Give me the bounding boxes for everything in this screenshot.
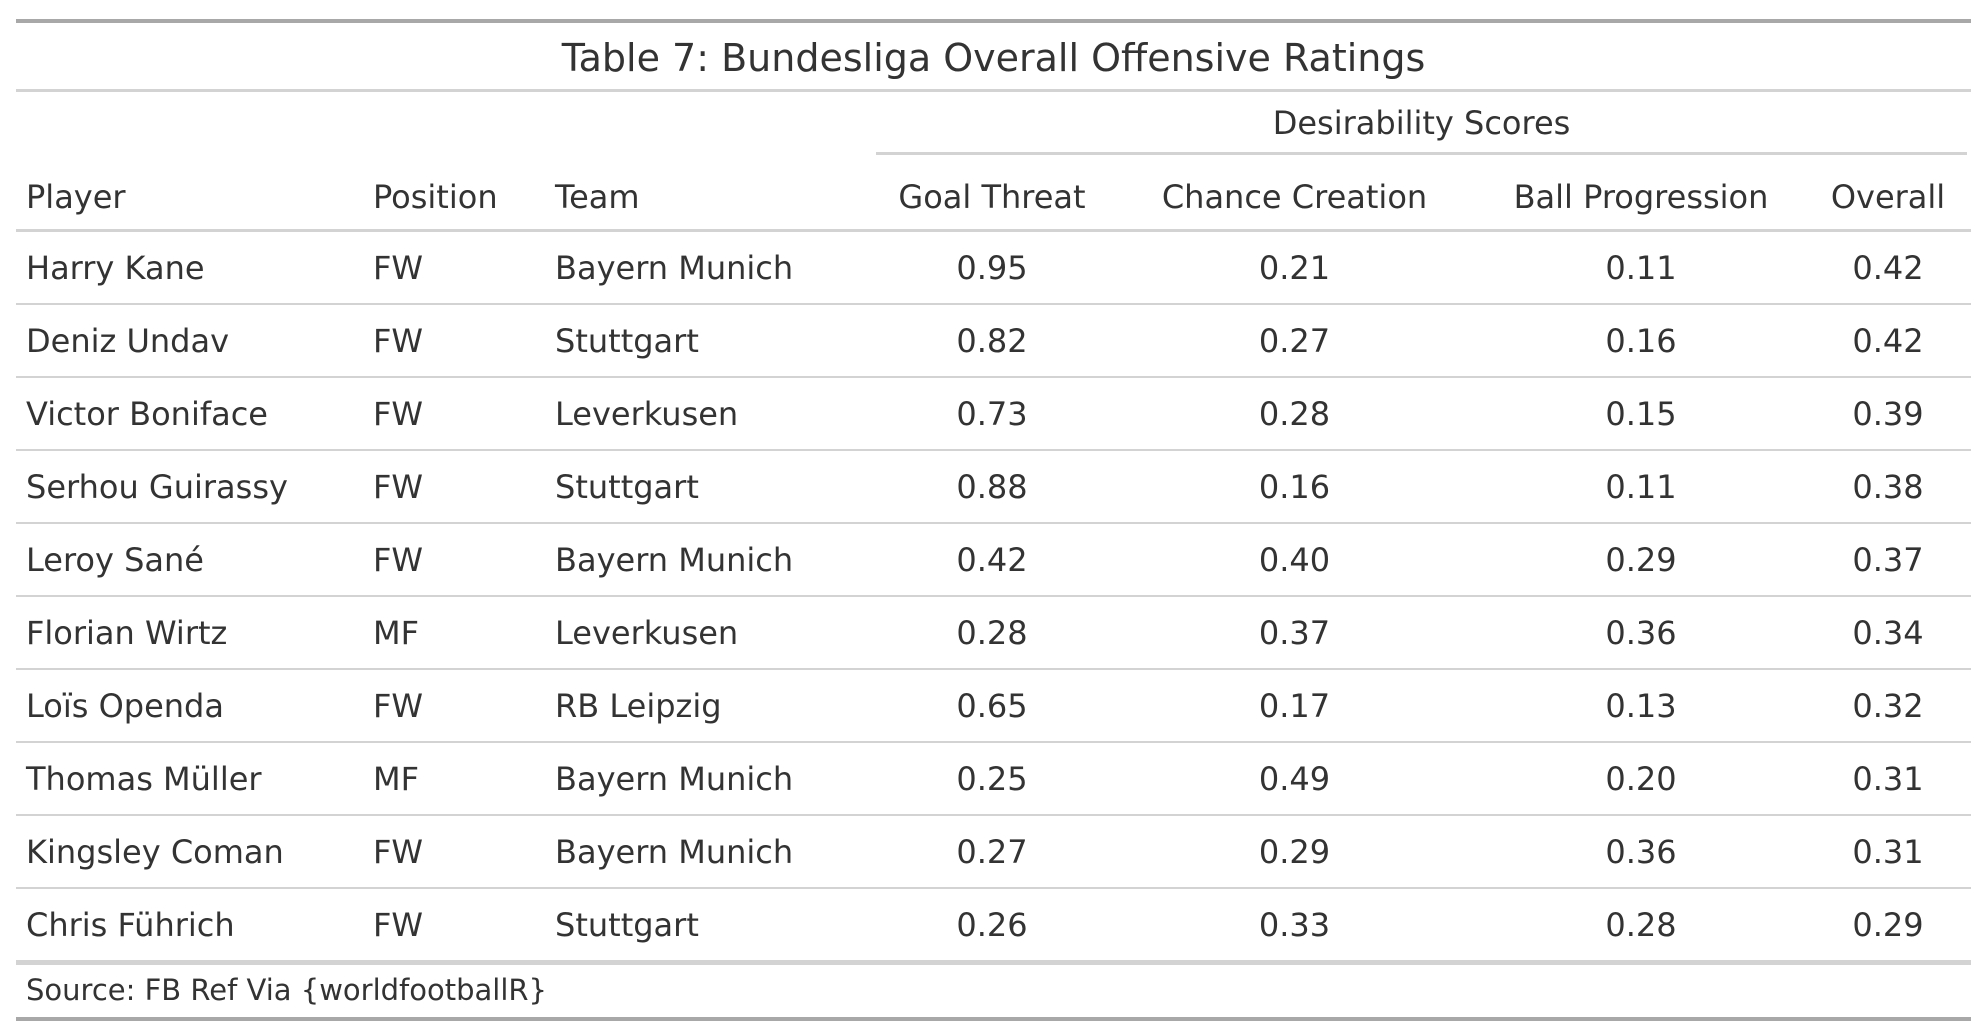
cell-overall: 0.42 <box>1805 230 1972 305</box>
column-spanner-row: Desirability Scores <box>16 92 1971 165</box>
cell-ball-progression: 0.13 <box>1477 669 1805 743</box>
cell-player: Thomas Müller <box>16 742 363 816</box>
table-row: Kingsley Coman FW Bayern Munich 0.27 0.2… <box>16 815 1972 889</box>
cell-team: Stuttgart <box>545 888 872 962</box>
cell-position: FW <box>363 815 545 889</box>
table-row: Chris Führich FW Stuttgart 0.26 0.33 0.2… <box>16 888 1972 962</box>
cell-player: Deniz Undav <box>16 304 363 378</box>
spanner-cell: Desirability Scores <box>872 92 1971 165</box>
cell-team: Stuttgart <box>545 304 872 378</box>
cell-chance-creation: 0.16 <box>1112 450 1477 524</box>
cell-ball-progression: 0.16 <box>1477 304 1805 378</box>
cell-team: Bayern Munich <box>545 230 872 305</box>
cell-team: RB Leipzig <box>545 669 872 743</box>
cell-team: Bayern Munich <box>545 815 872 889</box>
cell-ball-progression: 0.15 <box>1477 377 1805 451</box>
cell-team: Stuttgart <box>545 450 872 524</box>
source-note: Source: FB Ref Via {worldfootballR} <box>16 962 1971 1021</box>
cell-chance-creation: 0.33 <box>1112 888 1477 962</box>
ratings-table-container: Table 7: Bundesliga Overall Offensive Ra… <box>16 19 1972 1021</box>
cell-team: Leverkusen <box>545 596 872 670</box>
cell-chance-creation: 0.17 <box>1112 669 1477 743</box>
cell-ball-progression: 0.20 <box>1477 742 1805 816</box>
cell-player: Kingsley Coman <box>16 815 363 889</box>
column-header-row: Player Position Team Goal Threat Chance … <box>16 165 1972 232</box>
cell-ball-progression: 0.11 <box>1477 230 1805 305</box>
cell-goal-threat: 0.42 <box>872 523 1112 597</box>
top-rule <box>16 19 1971 23</box>
cell-goal-threat: 0.82 <box>872 304 1112 378</box>
cell-goal-threat: 0.25 <box>872 742 1112 816</box>
cell-player: Harry Kane <box>16 230 363 305</box>
column-header-overall: Overall <box>1805 165 1972 232</box>
table-row: Deniz Undav FW Stuttgart 0.82 0.27 0.16 … <box>16 304 1972 378</box>
cell-ball-progression: 0.28 <box>1477 888 1805 962</box>
cell-overall: 0.39 <box>1805 377 1972 451</box>
table-row: Victor Boniface FW Leverkusen 0.73 0.28 … <box>16 377 1972 451</box>
cell-position: MF <box>363 742 545 816</box>
cell-player: Leroy Sané <box>16 523 363 597</box>
cell-chance-creation: 0.37 <box>1112 596 1477 670</box>
table-row: Florian Wirtz MF Leverkusen 0.28 0.37 0.… <box>16 596 1972 670</box>
cell-overall: 0.42 <box>1805 304 1972 378</box>
cell-overall: 0.34 <box>1805 596 1972 670</box>
column-header-ball-progression: Ball Progression <box>1477 165 1805 232</box>
cell-goal-threat: 0.88 <box>872 450 1112 524</box>
cell-position: FW <box>363 523 545 597</box>
table-row: Serhou Guirassy FW Stuttgart 0.88 0.16 0… <box>16 450 1972 524</box>
ratings-table: Desirability Scores Player Position Team… <box>16 92 1972 962</box>
table-row: Harry Kane FW Bayern Munich 0.95 0.21 0.… <box>16 230 1972 305</box>
cell-goal-threat: 0.28 <box>872 596 1112 670</box>
column-header-position: Position <box>363 165 545 232</box>
spanner-empty <box>16 92 872 165</box>
column-header-chance-creation: Chance Creation <box>1112 165 1477 232</box>
table-title: Table 7: Bundesliga Overall Offensive Ra… <box>16 23 1971 92</box>
cell-position: MF <box>363 596 545 670</box>
cell-team: Bayern Munich <box>545 523 872 597</box>
column-header-goal-threat: Goal Threat <box>872 165 1112 232</box>
cell-ball-progression: 0.36 <box>1477 815 1805 889</box>
cell-goal-threat: 0.26 <box>872 888 1112 962</box>
cell-position: FW <box>363 230 545 305</box>
cell-team: Bayern Munich <box>545 742 872 816</box>
cell-position: FW <box>363 304 545 378</box>
cell-position: FW <box>363 450 545 524</box>
table-body: Harry Kane FW Bayern Munich 0.95 0.21 0.… <box>16 230 1972 962</box>
cell-overall: 0.31 <box>1805 742 1972 816</box>
table-row: Loïs Openda FW RB Leipzig 0.65 0.17 0.13… <box>16 669 1972 743</box>
cell-player: Loïs Openda <box>16 669 363 743</box>
cell-chance-creation: 0.21 <box>1112 230 1477 305</box>
cell-chance-creation: 0.27 <box>1112 304 1477 378</box>
column-spanner-desirability-scores: Desirability Scores <box>876 104 1968 155</box>
table-row: Leroy Sané FW Bayern Munich 0.42 0.40 0.… <box>16 523 1972 597</box>
cell-ball-progression: 0.29 <box>1477 523 1805 597</box>
column-header-team: Team <box>545 165 872 232</box>
cell-player: Serhou Guirassy <box>16 450 363 524</box>
cell-overall: 0.29 <box>1805 888 1972 962</box>
cell-chance-creation: 0.49 <box>1112 742 1477 816</box>
cell-overall: 0.37 <box>1805 523 1972 597</box>
cell-overall: 0.32 <box>1805 669 1972 743</box>
cell-chance-creation: 0.40 <box>1112 523 1477 597</box>
column-header-player: Player <box>16 165 363 232</box>
cell-position: FW <box>363 377 545 451</box>
cell-team: Leverkusen <box>545 377 872 451</box>
cell-goal-threat: 0.95 <box>872 230 1112 305</box>
cell-player: Victor Boniface <box>16 377 363 451</box>
cell-overall: 0.38 <box>1805 450 1972 524</box>
cell-ball-progression: 0.11 <box>1477 450 1805 524</box>
cell-ball-progression: 0.36 <box>1477 596 1805 670</box>
cell-position: FW <box>363 888 545 962</box>
cell-chance-creation: 0.28 <box>1112 377 1477 451</box>
cell-goal-threat: 0.73 <box>872 377 1112 451</box>
cell-player: Florian Wirtz <box>16 596 363 670</box>
cell-chance-creation: 0.29 <box>1112 815 1477 889</box>
cell-goal-threat: 0.65 <box>872 669 1112 743</box>
cell-goal-threat: 0.27 <box>872 815 1112 889</box>
table-row: Thomas Müller MF Bayern Munich 0.25 0.49… <box>16 742 1972 816</box>
cell-player: Chris Führich <box>16 888 363 962</box>
cell-overall: 0.31 <box>1805 815 1972 889</box>
cell-position: FW <box>363 669 545 743</box>
